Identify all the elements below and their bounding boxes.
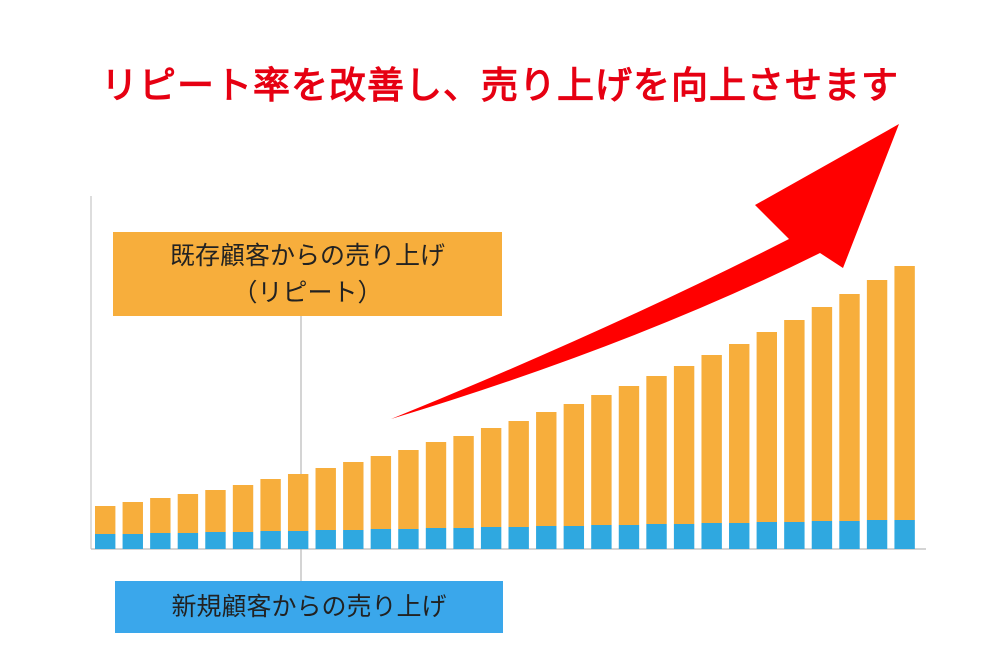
bar-repeat-14 [453, 436, 474, 528]
bar-new-24 [729, 523, 750, 549]
bar-repeat-24 [729, 344, 750, 523]
bar-new-5 [205, 532, 226, 549]
bar-new-10 [343, 530, 364, 549]
repeat-callout-line1: 既存顧客からの売り上げ [169, 241, 445, 270]
repeat-sales-callout: 既存顧客からの売り上げ （リピート） [113, 232, 502, 316]
bar-repeat-4 [177, 494, 199, 533]
bar-repeat-22 [673, 366, 695, 524]
bar-new-14 [453, 528, 474, 549]
bar-new-25 [756, 522, 777, 549]
new-callout-label: 新規顧客からの売り上げ [171, 592, 447, 621]
repeat-callout-line2: （リピート） [232, 278, 383, 307]
new-sales-callout: 新規顧客からの売り上げ [115, 581, 503, 633]
bar-repeat-29 [866, 280, 888, 520]
bar-new-16 [508, 527, 529, 549]
bar-repeat-27 [811, 307, 833, 521]
bar-repeat-28 [839, 294, 860, 521]
bar-new-9 [315, 530, 336, 549]
bar-new-2 [122, 534, 143, 549]
bars-group [95, 266, 915, 549]
headline-title: リピート率を改善し、売り上げを向上させます [101, 63, 899, 107]
bar-repeat-8 [287, 474, 309, 531]
bar-repeat-21 [646, 376, 667, 524]
bar-repeat-10 [343, 462, 364, 530]
bar-repeat-6 [232, 485, 254, 532]
bar-new-21 [646, 524, 667, 549]
bar-new-22 [673, 524, 695, 549]
bar-new-17 [536, 526, 557, 549]
bar-new-11 [370, 529, 392, 549]
bar-new-26 [784, 522, 805, 549]
bar-new-3 [150, 533, 171, 549]
bar-new-8 [287, 531, 309, 549]
bar-new-29 [866, 520, 888, 549]
bar-repeat-7 [260, 479, 281, 531]
bar-new-27 [811, 521, 833, 549]
bar-repeat-1 [95, 506, 116, 534]
bar-repeat-11 [370, 456, 392, 529]
bar-repeat-16 [508, 421, 529, 527]
bar-repeat-2 [122, 502, 143, 534]
bar-new-1 [95, 534, 116, 549]
bar-repeat-23 [701, 355, 722, 523]
bar-new-12 [398, 529, 419, 549]
bar-repeat-30 [894, 266, 915, 520]
bar-new-13 [425, 528, 447, 549]
bar-new-6 [232, 532, 254, 549]
bar-repeat-20 [618, 386, 640, 525]
bar-new-30 [894, 520, 915, 549]
bar-repeat-15 [480, 428, 502, 527]
bar-repeat-26 [784, 320, 805, 522]
bar-repeat-5 [205, 490, 226, 532]
growth-arrow [391, 124, 899, 419]
bar-repeat-25 [756, 332, 777, 522]
bar-new-23 [701, 523, 722, 549]
bar-new-28 [839, 521, 860, 549]
bar-new-19 [591, 525, 612, 549]
bar-repeat-17 [536, 412, 557, 526]
bar-repeat-19 [591, 395, 612, 525]
bar-repeat-13 [425, 442, 447, 528]
bar-repeat-3 [150, 498, 171, 533]
bar-new-20 [618, 525, 640, 549]
bar-new-18 [563, 526, 585, 549]
bar-new-15 [480, 527, 502, 549]
bar-new-7 [260, 531, 281, 549]
bar-repeat-18 [563, 404, 585, 526]
bar-repeat-9 [315, 468, 336, 530]
bar-new-4 [177, 533, 199, 549]
bar-repeat-12 [398, 450, 419, 529]
